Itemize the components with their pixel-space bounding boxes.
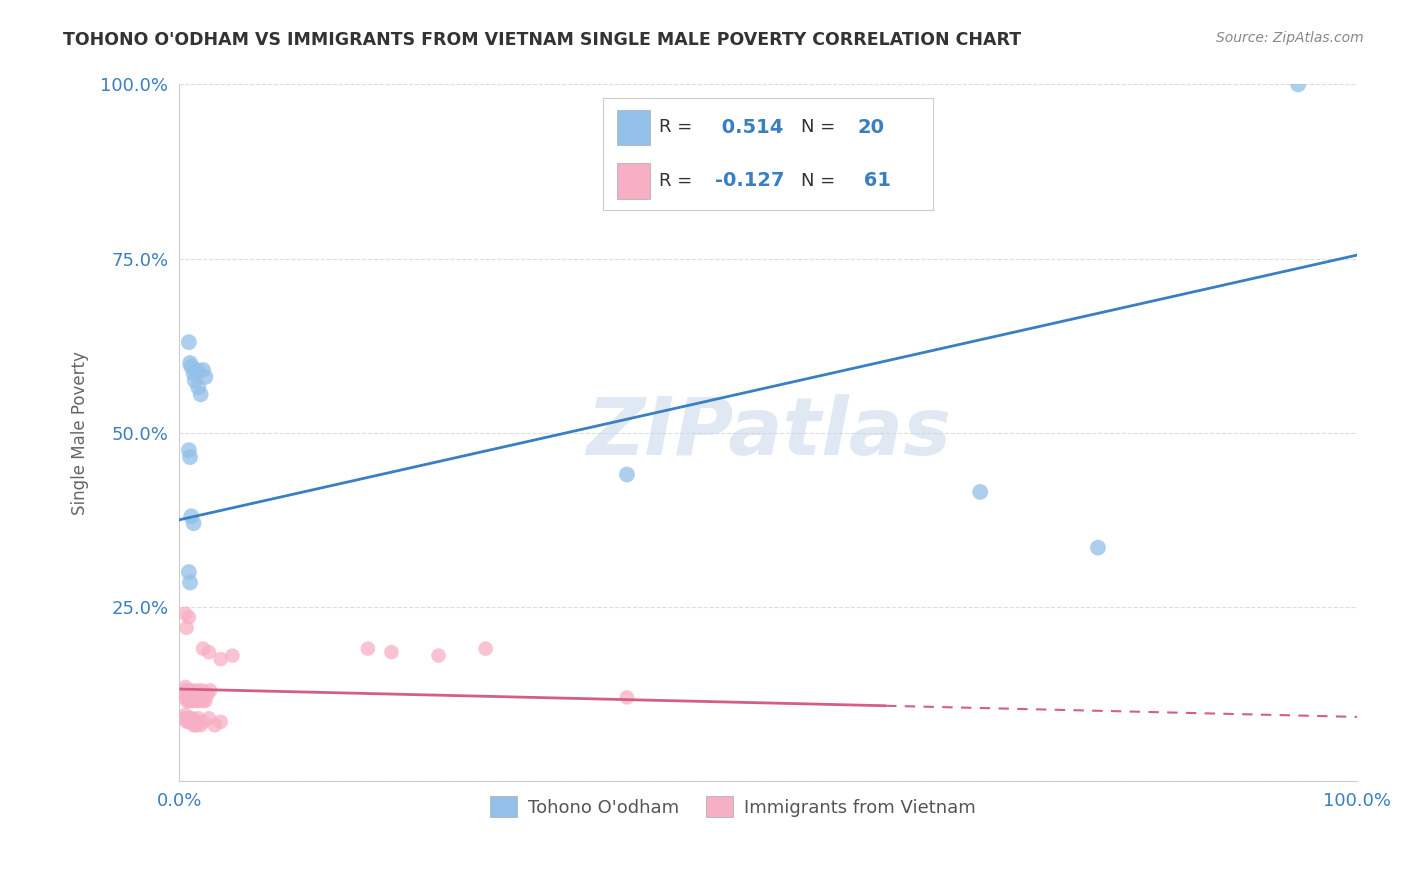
Point	[191, 683, 214, 698]
Point	[969, 484, 991, 499]
Point	[188, 687, 211, 701]
Point	[221, 648, 243, 663]
Point	[183, 714, 205, 729]
Y-axis label: Single Male Poverty: Single Male Poverty	[72, 351, 89, 515]
Point	[191, 694, 214, 708]
Point	[177, 683, 200, 698]
Point	[184, 687, 207, 701]
Point	[180, 359, 202, 374]
Point	[197, 687, 219, 701]
Point	[187, 380, 209, 394]
Point	[183, 516, 205, 531]
Point	[176, 687, 198, 701]
Point	[209, 714, 232, 729]
Point	[191, 363, 214, 377]
Point	[177, 690, 200, 705]
Text: Source: ZipAtlas.com: Source: ZipAtlas.com	[1216, 31, 1364, 45]
Point	[176, 714, 198, 729]
Point	[183, 367, 205, 381]
Point	[180, 714, 202, 729]
Point	[187, 694, 209, 708]
Point	[177, 711, 200, 725]
Point	[194, 694, 217, 708]
Point	[180, 509, 202, 524]
Point	[181, 711, 204, 725]
Point	[204, 718, 226, 732]
Point	[190, 718, 212, 732]
Point	[179, 683, 201, 698]
Point	[186, 694, 208, 708]
Point	[173, 683, 195, 698]
Point	[190, 387, 212, 401]
Point	[177, 565, 200, 579]
Point	[616, 690, 638, 705]
Point	[184, 690, 207, 705]
Point	[183, 694, 205, 708]
Text: TOHONO O'ODHAM VS IMMIGRANTS FROM VIETNAM SINGLE MALE POVERTY CORRELATION CHART: TOHONO O'ODHAM VS IMMIGRANTS FROM VIETNA…	[63, 31, 1021, 49]
Point	[474, 641, 496, 656]
Point	[190, 690, 212, 705]
Point	[180, 694, 202, 708]
Point	[427, 648, 450, 663]
Point	[181, 694, 204, 708]
Text: ZIPatlas: ZIPatlas	[586, 393, 950, 472]
Point	[186, 683, 208, 698]
Point	[186, 714, 208, 729]
Point	[179, 356, 201, 370]
Point	[176, 621, 198, 635]
Point	[183, 687, 205, 701]
Point	[186, 363, 208, 377]
Point	[174, 680, 197, 694]
Point	[177, 443, 200, 458]
Point	[1286, 78, 1309, 92]
Point	[174, 690, 197, 705]
Point	[193, 690, 215, 705]
Point	[198, 645, 221, 659]
Point	[184, 374, 207, 388]
Point	[177, 335, 200, 350]
Point	[187, 711, 209, 725]
Point	[177, 694, 200, 708]
Point	[198, 711, 221, 725]
Point	[173, 711, 195, 725]
Point	[177, 687, 200, 701]
Point	[184, 718, 207, 732]
Point	[179, 575, 201, 590]
Point	[191, 641, 214, 656]
Point	[180, 714, 202, 729]
Point	[174, 607, 197, 621]
Point	[180, 683, 202, 698]
Point	[174, 707, 197, 722]
Point	[616, 467, 638, 482]
Point	[198, 683, 221, 698]
Point	[176, 694, 198, 708]
Point	[1087, 541, 1109, 555]
Point	[177, 610, 200, 624]
Point	[179, 711, 201, 725]
Point	[179, 450, 201, 464]
Point	[191, 714, 214, 729]
Point	[183, 718, 205, 732]
Legend: Tohono O'odham, Immigrants from Vietnam: Tohono O'odham, Immigrants from Vietnam	[482, 789, 983, 824]
Point	[179, 690, 201, 705]
Point	[194, 370, 217, 384]
Point	[181, 690, 204, 705]
Point	[177, 714, 200, 729]
Point	[380, 645, 402, 659]
Point	[209, 652, 232, 666]
Point	[357, 641, 380, 656]
